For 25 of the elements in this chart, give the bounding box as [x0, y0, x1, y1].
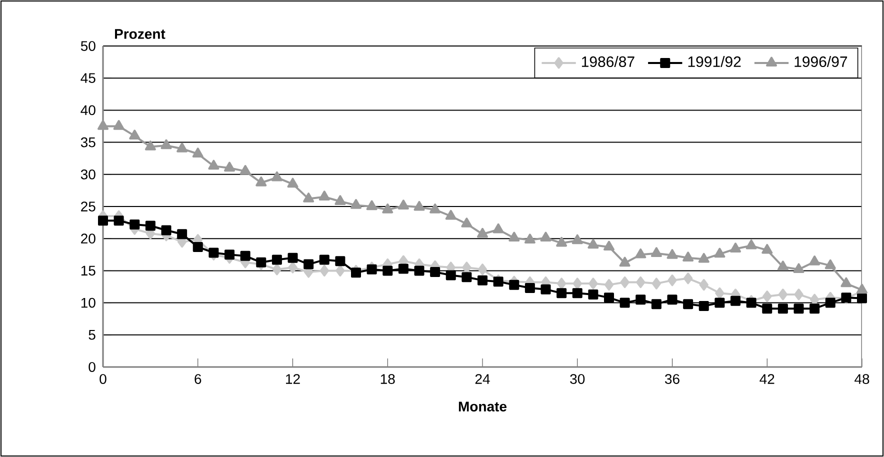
y-tick-label: 50 [80, 41, 96, 51]
y-tick-label: 45 [80, 73, 96, 83]
x-axis-title: Monate [458, 402, 507, 412]
legend-label: 1996/97 [794, 56, 848, 68]
x-tick-label: 42 [760, 374, 774, 384]
x-tick-label: 36 [664, 374, 680, 384]
legend-label: 1986/87 [582, 56, 634, 68]
legend-label: 1991/92 [688, 56, 741, 68]
x-tick-label: 30 [570, 374, 585, 384]
y-tick-label: 0 [88, 362, 96, 372]
x-tick-label: 0 [100, 374, 106, 384]
y-tick-label: 10 [81, 298, 96, 308]
x-tick-label: 12 [286, 374, 300, 384]
x-tick-label: 48 [854, 374, 870, 384]
y-tick-label: 40 [80, 105, 96, 116]
y-tick-label: 35 [80, 137, 96, 148]
y-axis-title: Prozent [115, 29, 166, 39]
y-tick-label: 30 [80, 169, 96, 180]
y-tick-label: 15 [81, 266, 96, 276]
y-tick-label: 5 [88, 330, 96, 340]
y-tick-label: 20 [81, 234, 96, 244]
x-tick-label: 24 [475, 374, 490, 384]
y-tick-label: 25 [81, 202, 96, 212]
x-tick-label: 6 [194, 374, 202, 384]
x-tick-label: 18 [380, 374, 395, 384]
